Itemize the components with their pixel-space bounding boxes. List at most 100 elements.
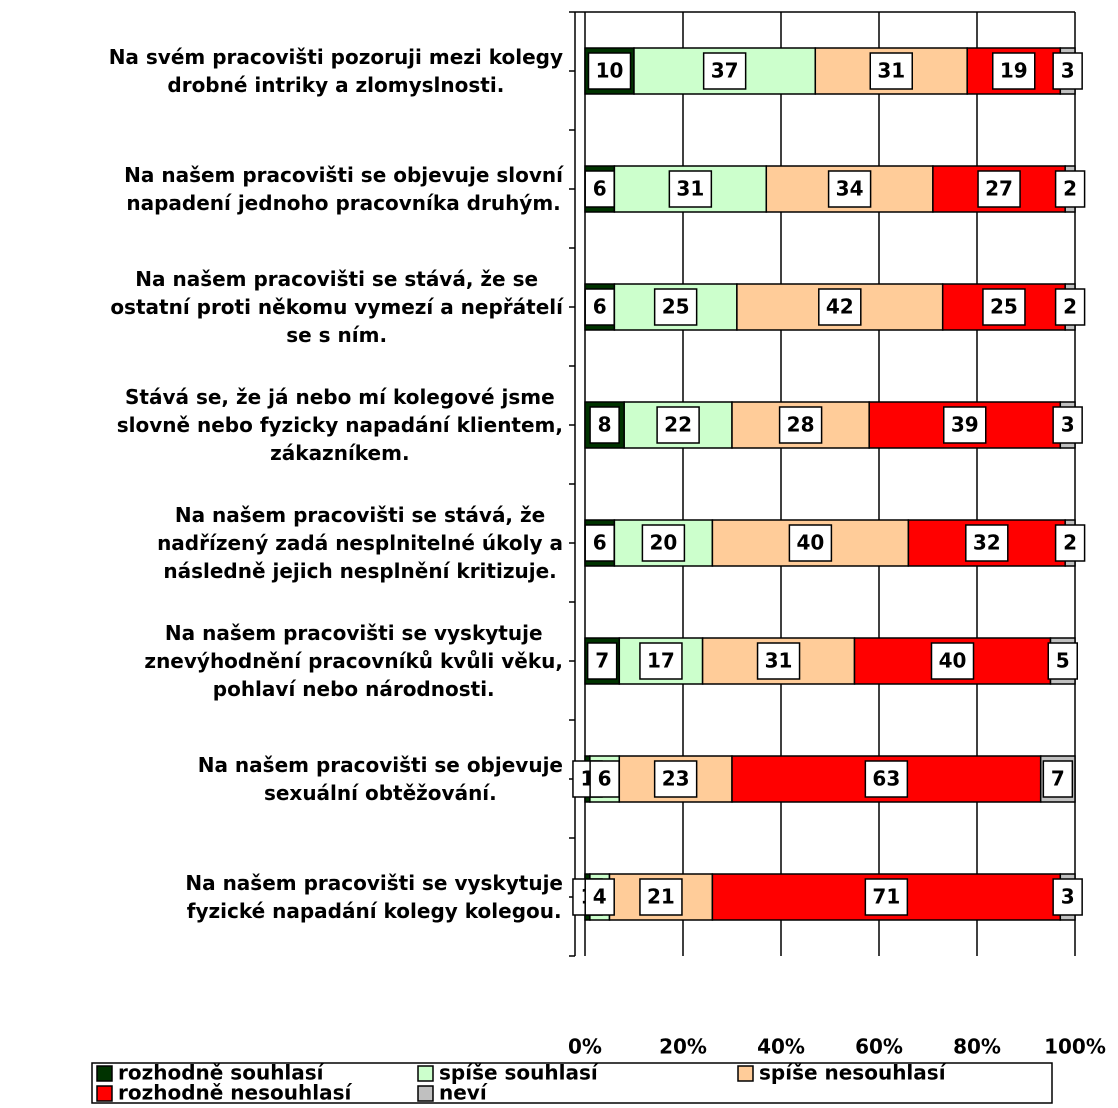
value-label-box xyxy=(584,170,615,208)
value-label: 3 xyxy=(1061,59,1075,83)
value-label-box xyxy=(1052,406,1083,444)
category-text: Na našem pracovišti se objevuje sexuální… xyxy=(197,753,563,805)
x-tick-label: 60% xyxy=(855,1035,903,1059)
value-label: 31 xyxy=(877,59,905,83)
value-label: 6 xyxy=(598,767,612,791)
value-label-box xyxy=(639,878,683,916)
value-label: 22 xyxy=(664,413,692,437)
value-label-box xyxy=(589,760,620,798)
value-label: 32 xyxy=(973,531,1001,555)
value-label: 2 xyxy=(1063,531,1077,555)
value-label-box xyxy=(864,760,909,798)
category-text: Na svém pracovišti pozoruji mezi kolegy … xyxy=(108,45,563,97)
value-label: 7 xyxy=(595,649,609,673)
category-label: Stává se, že já nebo mí kolegové jsme sl… xyxy=(0,383,563,467)
value-label: 31 xyxy=(765,649,793,673)
category-text: Na našem pracovišti se stává, že nadříze… xyxy=(157,503,563,583)
value-label-box xyxy=(584,524,615,562)
value-label: 2 xyxy=(1063,177,1077,201)
legend-swatch xyxy=(96,1065,113,1082)
value-label-box xyxy=(589,406,620,444)
value-label-box xyxy=(1054,170,1086,208)
value-label: 19 xyxy=(1000,59,1028,83)
value-label-box xyxy=(1047,642,1078,680)
value-label-box xyxy=(653,760,698,798)
value-label: 71 xyxy=(872,885,900,909)
legend-box xyxy=(91,1062,1053,1104)
value-label: 31 xyxy=(676,177,704,201)
value-label-box xyxy=(639,642,683,680)
value-label-box xyxy=(788,524,833,562)
legend-swatch xyxy=(737,1065,754,1082)
legend-label: spíše nesouhlasí xyxy=(759,1061,947,1085)
value-label-box xyxy=(668,170,713,208)
value-label-box xyxy=(1042,760,1074,798)
value-label-box xyxy=(977,170,1021,208)
category-text: Na našem pracovišti se objevuje slovní n… xyxy=(124,163,563,215)
x-tick-label: 80% xyxy=(953,1035,1001,1059)
value-label: 2 xyxy=(1063,295,1077,319)
legend-label: rozhodně nesouhlasí xyxy=(118,1081,352,1105)
value-label-box xyxy=(1052,52,1083,90)
category-text: Na našem pracovišti se stává, že se osta… xyxy=(110,267,563,347)
category-text: Na našem pracovišti se vyskytuje znevýho… xyxy=(144,621,563,701)
category-label: Na našem pracovišti se stává, že se osta… xyxy=(0,265,563,349)
legend-label: spíše souhlasí xyxy=(439,1061,599,1085)
value-label-box xyxy=(584,878,615,916)
value-label-box xyxy=(930,642,975,680)
value-label: 3 xyxy=(1061,413,1075,437)
value-label-box xyxy=(587,52,632,90)
value-label: 25 xyxy=(990,295,1018,319)
value-label: 6 xyxy=(593,531,607,555)
category-label: Na svém pracovišti pozoruji mezi kolegy … xyxy=(0,43,563,99)
value-label: 23 xyxy=(662,767,690,791)
x-tick-label: 0% xyxy=(568,1035,602,1059)
category-text: Na našem pracovišti se vyskytuje fyzické… xyxy=(185,871,563,923)
category-label: Na našem pracovišti se stává, že nadříze… xyxy=(0,501,563,585)
value-label-box xyxy=(965,524,1009,562)
value-label: 42 xyxy=(826,295,854,319)
value-label: 25 xyxy=(662,295,690,319)
value-label: 5 xyxy=(1056,649,1070,673)
value-label-box xyxy=(1054,288,1086,326)
value-label: 3 xyxy=(1061,885,1075,909)
value-label-box xyxy=(641,524,686,562)
value-label-box xyxy=(869,52,913,90)
value-label: 4 xyxy=(593,885,607,909)
value-label-box xyxy=(827,170,872,208)
value-label-box xyxy=(656,406,700,444)
value-label: 8 xyxy=(598,413,612,437)
value-label: 63 xyxy=(872,767,900,791)
value-label-box xyxy=(653,288,698,326)
value-label-box xyxy=(756,642,801,680)
value-label: 17 xyxy=(647,649,675,673)
value-label: 20 xyxy=(649,531,677,555)
value-label: 40 xyxy=(796,531,824,555)
value-label: 39 xyxy=(951,413,979,437)
value-label: 7 xyxy=(1051,767,1065,791)
legend-swatch xyxy=(417,1085,434,1102)
value-label-box xyxy=(702,52,747,90)
category-label: Na našem pracovišti se objevuje sexuální… xyxy=(0,751,563,807)
value-label-box xyxy=(1054,524,1086,562)
value-label: 21 xyxy=(647,885,675,909)
x-tick-label: 100% xyxy=(1044,1035,1106,1059)
legend-swatch xyxy=(417,1065,434,1082)
value-label-box xyxy=(584,288,615,326)
value-label: 6 xyxy=(593,177,607,201)
x-tick-label: 40% xyxy=(757,1035,805,1059)
value-label: 6 xyxy=(593,295,607,319)
value-label: 28 xyxy=(787,413,815,437)
value-label-box xyxy=(778,406,823,444)
value-label: 10 xyxy=(596,59,624,83)
legend-swatch xyxy=(96,1085,113,1102)
value-label-box xyxy=(1052,878,1083,916)
value-label: 40 xyxy=(939,649,967,673)
value-label-box xyxy=(982,288,1026,326)
category-label: Na našem pracovišti se vyskytuje fyzické… xyxy=(0,869,563,925)
value-label: 27 xyxy=(985,177,1013,201)
value-label-box xyxy=(864,878,909,916)
x-tick-label: 20% xyxy=(659,1035,707,1059)
value-label-box xyxy=(586,642,618,680)
